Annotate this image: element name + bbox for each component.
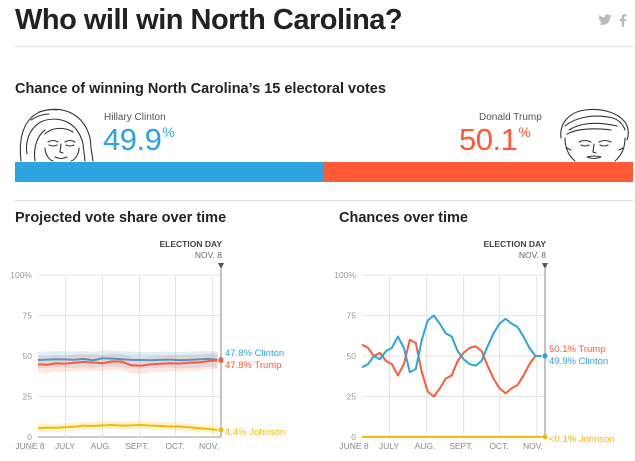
trump-chance: 50.1% — [459, 122, 531, 158]
series-line-trump — [37, 359, 218, 367]
y-tick-label: 50 — [23, 351, 33, 361]
series-line-trump — [361, 338, 542, 398]
clinton-odds-bar — [15, 162, 323, 182]
y-tick-label: 25 — [23, 392, 33, 402]
clinton-chance-unit: % — [162, 124, 175, 140]
series-line-clinton — [37, 357, 218, 362]
series-endpoint-johnson — [542, 434, 548, 440]
series-endpoint-johnson — [218, 427, 224, 433]
series-line-clinton — [361, 314, 542, 374]
x-tick-label: JUNE 8 — [15, 441, 45, 451]
election-day-date: NOV. 8 — [195, 250, 222, 260]
x-tick-label: JULY — [55, 441, 75, 451]
trump-chance-unit: % — [518, 124, 531, 140]
x-tick-label: OCT. — [165, 441, 184, 451]
series-end-label-johnson: <0.1% Johnson — [549, 434, 615, 445]
header-divider — [15, 46, 633, 47]
x-tick-label: JULY — [379, 441, 399, 451]
trump-odds-bar — [323, 162, 633, 182]
series-end-label-johnson: 4.4% Johnson — [225, 427, 285, 438]
y-tick-label: 25 — [347, 392, 357, 402]
y-tick-label: 75 — [23, 311, 33, 321]
clinton-name: Hillary Clinton — [104, 112, 166, 123]
clinton-chance-value: 49.9 — [103, 122, 162, 157]
x-tick-label: SEPT. — [449, 441, 473, 451]
x-tick-label: AUG. — [91, 441, 112, 451]
vote-share-title: Projected vote share over time — [15, 210, 227, 226]
x-tick-label: SEPT. — [125, 441, 149, 451]
election-day-date: NOV. 8 — [519, 250, 546, 260]
election-day-label: ELECTION DAY — [483, 239, 546, 249]
series-line-johnson — [37, 423, 218, 431]
x-tick-label: NOV. — [199, 441, 219, 451]
x-tick-label: AUG. — [415, 441, 436, 451]
series-end-label-trump: 50.1% Trump — [549, 344, 606, 355]
clinton-portrait — [19, 108, 94, 162]
y-tick-label: 0 — [351, 432, 356, 442]
series-end-label-trump: 47.8% Trump — [225, 360, 282, 371]
series-endpoint-trump — [218, 358, 224, 364]
x-tick-label: JUNE 8 — [339, 441, 369, 451]
y-tick-label: 100% — [334, 270, 356, 280]
x-tick-label: OCT. — [489, 441, 508, 451]
series-end-label-clinton: 47.8% Clinton — [225, 348, 284, 359]
trump-name: Donald Trump — [479, 112, 542, 123]
series-endpoint-clinton — [542, 353, 548, 359]
election-day-marker — [542, 263, 548, 269]
x-tick-label: NOV. — [523, 441, 543, 451]
trump-chance-value: 50.1 — [459, 122, 518, 157]
y-tick-label: 50 — [347, 351, 357, 361]
y-tick-label: 75 — [347, 311, 357, 321]
facebook-icon[interactable] — [619, 14, 627, 30]
page-title: Who will win North Carolina? — [15, 4, 403, 36]
y-tick-label: 100% — [10, 270, 32, 280]
series-end-label-clinton: 49.9% Clinton — [549, 356, 608, 367]
series-band-johnson — [38, 420, 218, 434]
election-day-label: ELECTION DAY — [159, 239, 222, 249]
section-divider — [15, 200, 633, 201]
y-tick-label: 0 — [27, 432, 32, 442]
election-day-marker — [218, 263, 224, 269]
clinton-chance: 49.9% — [103, 122, 175, 158]
chances-title: Chances over time — [339, 210, 468, 226]
twitter-icon[interactable] — [598, 14, 612, 29]
odds-heading: Chance of winning North Carolina’s 15 el… — [15, 81, 386, 97]
trump-portrait — [560, 108, 629, 162]
